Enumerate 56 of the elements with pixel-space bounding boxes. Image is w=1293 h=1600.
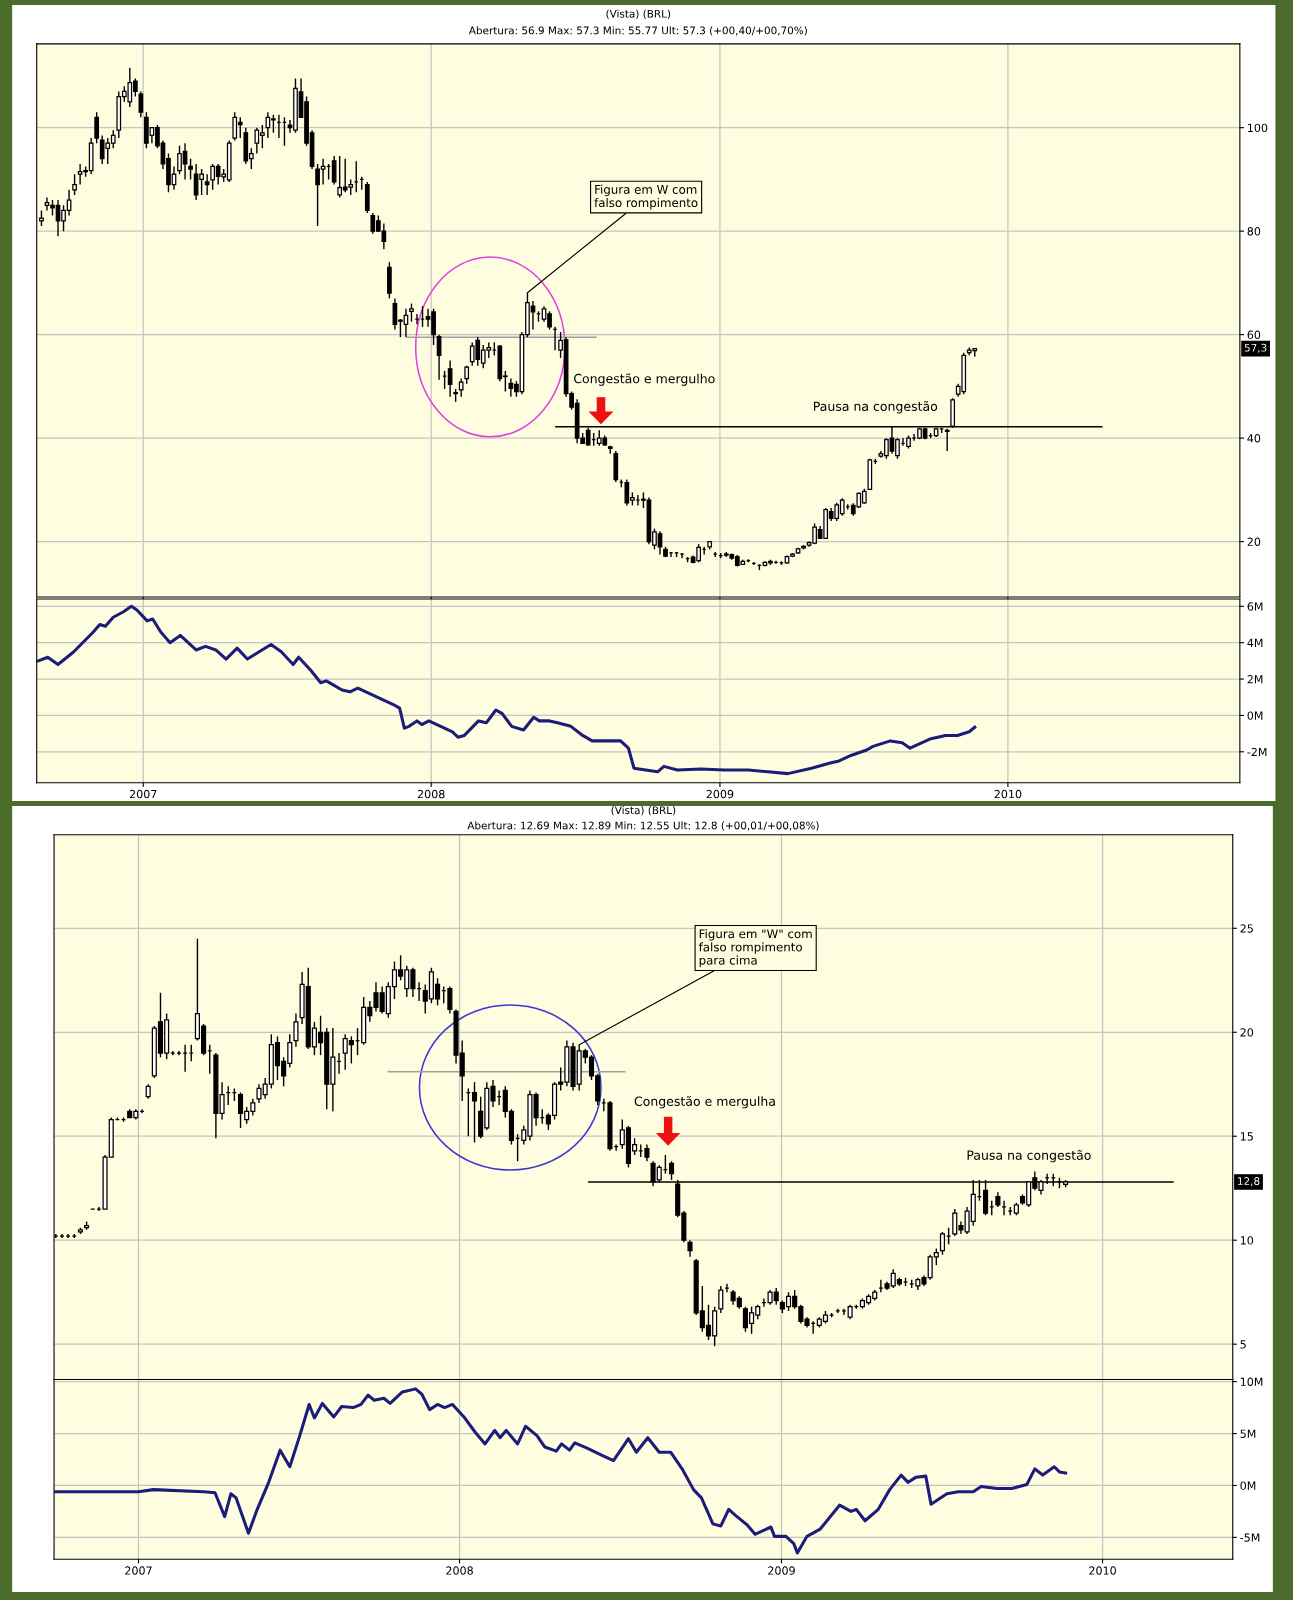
y-tick-label: 60 — [1247, 330, 1261, 340]
candlestick — [409, 302, 414, 323]
chart-title: (Vista) (BRL) — [611, 806, 676, 816]
annotation: Pausa na congestão — [813, 401, 938, 414]
y-tick-label: 25 — [1240, 924, 1253, 933]
candlestick — [72, 173, 77, 196]
y-tick-label: 40 — [1247, 434, 1261, 443]
y-tick-label: 100 — [1248, 123, 1268, 133]
y-tick-label: 6M — [1247, 602, 1263, 611]
candlestick — [188, 158, 193, 181]
x-tick-label: 2010 — [994, 789, 1022, 799]
y-tick-label: 20 — [1247, 537, 1261, 546]
x-tick-label: 2009 — [768, 1566, 795, 1575]
y-tick-label: 5 — [1240, 1340, 1246, 1349]
candlestick — [447, 359, 453, 398]
candlestick — [204, 173, 210, 196]
line-series — [36, 604, 977, 776]
candlestick — [138, 90, 144, 119]
candlestick — [458, 377, 464, 398]
y-tick-label: 0M — [1247, 711, 1263, 720]
candlestick — [939, 1231, 946, 1256]
candlestick — [464, 364, 470, 385]
y-tick-label: 10 — [1240, 1236, 1254, 1245]
y-tick-label: 10M — [1240, 1377, 1263, 1386]
chart-subtitle: Abertura: 12.69 Max: 12.89 Min: 12.55 Ult: 12.8 (+00,01/+00,08%) — [467, 821, 819, 831]
candlestick — [293, 1012, 299, 1048]
chart-subtitle: Abertura: 56.9 Max: 57.3 Min: 55.77 Ult: 57.3 (+00,40/+00,70%) — [468, 26, 807, 36]
x-tick-label: 2007 — [129, 789, 157, 799]
x-tick-label: 2008 — [417, 789, 445, 799]
annotation: Figura em W com falso rompimento — [594, 184, 698, 210]
annotation: 12,8 — [1238, 1177, 1260, 1187]
candlestick — [94, 111, 100, 144]
line-series — [54, 1387, 1068, 1555]
x-tick-label: 2009 — [706, 789, 734, 799]
candlestick — [471, 1081, 478, 1144]
annotation: Congestão e mergulho — [574, 373, 715, 386]
candlestick — [718, 1285, 724, 1314]
y-tick-label: -2M — [1247, 747, 1267, 757]
annotation: Pausa na congestão — [967, 1150, 1091, 1163]
y-tick-label: 4M — [1247, 638, 1263, 647]
x-tick-label: 2008 — [446, 1566, 473, 1575]
y-tick-label: 15 — [1240, 1132, 1253, 1141]
x-tick-label: 2010 — [1089, 1566, 1116, 1575]
y-tick-label: 2M — [1247, 675, 1263, 684]
y-tick-label: -5M — [1240, 1533, 1260, 1542]
candlestick — [331, 155, 337, 186]
annotation: 57,3 — [1244, 343, 1267, 353]
x-tick-label: 2007 — [125, 1566, 152, 1575]
y-tick-label: 80 — [1247, 227, 1261, 236]
chart-title: (Vista) (BRL) — [606, 9, 671, 19]
candlestick — [944, 428, 950, 452]
y-tick-label: 5M — [1240, 1429, 1256, 1438]
y-tick-label: 20 — [1240, 1028, 1254, 1037]
y-tick-label: 0M — [1240, 1481, 1256, 1490]
annotation: Congestão e mergulha — [634, 1096, 775, 1109]
annotation: Figura em "W" com falso rompimento para cima — [698, 929, 812, 967]
